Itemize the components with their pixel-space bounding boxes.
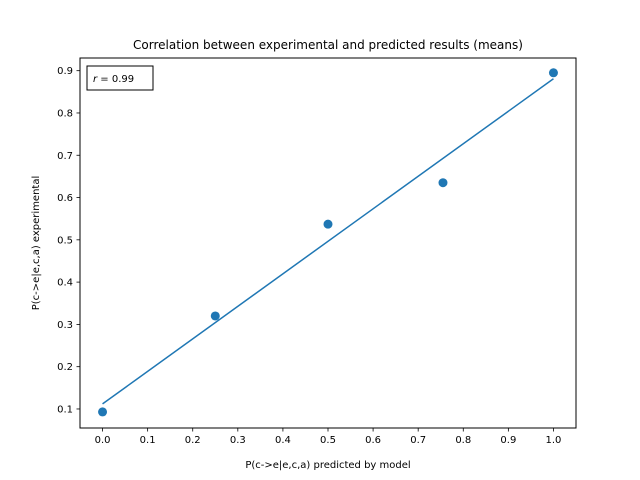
- data-point: [548, 68, 558, 78]
- y-axis-ticks: 0.1 0.2 0.3 0.4 0.5 0.6 0.7 0.8 0.9: [57, 66, 80, 415]
- y-tick-label: 0.9: [57, 66, 73, 77]
- annotation-box: [86, 65, 154, 91]
- y-tick-label: 0.2: [57, 362, 73, 373]
- r-symbol: r: [93, 74, 98, 85]
- data-point: [210, 311, 220, 321]
- plot-area-frame: [79, 57, 577, 429]
- regression-line: [102, 78, 554, 405]
- x-tick-label: 0.3: [230, 435, 246, 446]
- y-tick-label: 0.3: [57, 320, 73, 331]
- x-tick-label: 1.0: [546, 435, 562, 446]
- x-tick-label: 0.7: [410, 435, 426, 446]
- r-value: = 0.99: [97, 74, 134, 85]
- data-point: [438, 178, 448, 188]
- x-tick-label: 0.9: [500, 435, 516, 446]
- y-axis-label: P(c->e|e,c,a) experimental: [31, 176, 42, 311]
- data-point: [323, 219, 333, 229]
- chart-title: Correlation between experimental and pre…: [133, 38, 523, 52]
- y-tick-label: 0.7: [57, 151, 73, 162]
- x-tick-label: 0.1: [140, 435, 156, 446]
- x-axis-label: P(c->e|e,c,a) predicted by model: [245, 460, 410, 471]
- y-tick-label: 0.5: [57, 235, 73, 246]
- x-tick-label: 0.0: [95, 435, 111, 446]
- x-tick-label: 0.8: [455, 435, 471, 446]
- data-points: [98, 68, 558, 417]
- annotation-text: r = 0.99: [93, 74, 134, 85]
- x-tick-label: 0.4: [275, 435, 291, 446]
- data-point: [98, 407, 108, 417]
- x-tick-label: 0.5: [320, 435, 336, 446]
- x-tick-label: 0.6: [365, 435, 381, 446]
- y-tick-label: 0.1: [57, 404, 73, 415]
- correlation-annotation: r = 0.99: [86, 65, 154, 91]
- y-tick-label: 0.6: [57, 193, 73, 204]
- y-tick-label: 0.8: [57, 108, 73, 119]
- x-tick-label: 0.2: [185, 435, 201, 446]
- y-tick-label: 0.4: [57, 278, 73, 289]
- x-axis-ticks: 0.0 0.1 0.2 0.3 0.4 0.5 0.6 0.7 0.8 0.9 1.0: [95, 428, 562, 446]
